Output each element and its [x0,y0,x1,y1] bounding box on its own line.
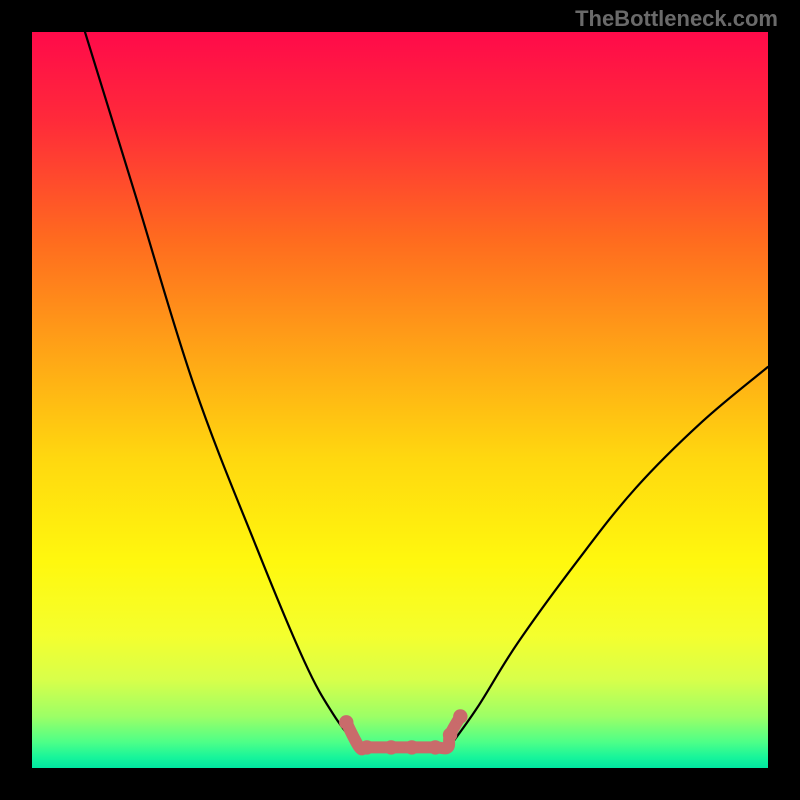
plot-area [32,32,768,768]
watermark-label: TheBottleneck.com [575,6,778,32]
well-marker-dot [339,715,353,729]
plot-svg [32,32,768,768]
well-marker-dot [443,728,457,742]
gradient-background [32,32,768,768]
well-marker-dot [453,709,467,723]
well-marker-dot [405,740,419,754]
well-marker-dot [428,740,442,754]
chart-stage: TheBottleneck.com [0,0,800,800]
well-marker-dot [360,740,374,754]
well-marker-dot [384,740,398,754]
